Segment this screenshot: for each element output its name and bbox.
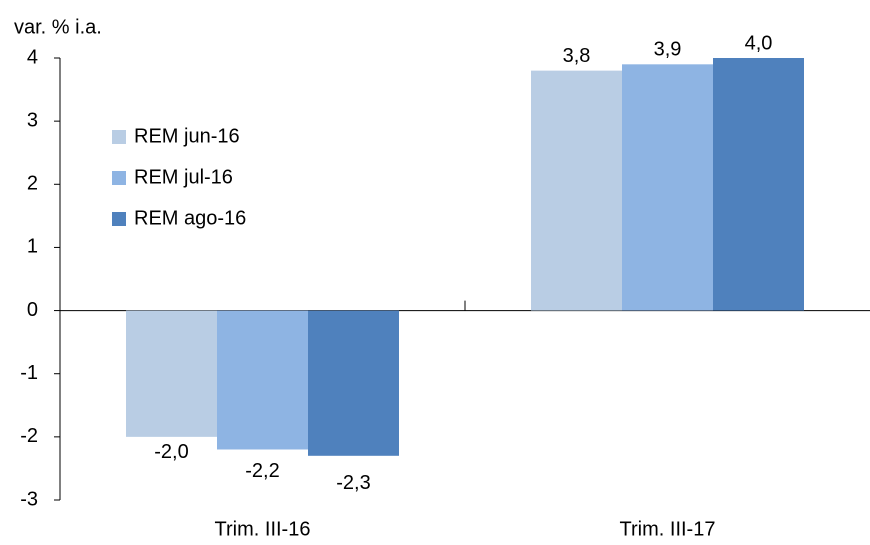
value-label: 3,9 [654,39,682,61]
bar [531,70,622,311]
bar [217,310,308,450]
bar [622,64,713,311]
bar [126,310,217,437]
value-label: -2,3 [336,472,370,494]
legend-swatch [112,171,126,185]
y-tick-label: -2 [20,425,38,447]
value-label: 4,0 [745,32,773,54]
y-tick-label: 2 [27,173,38,195]
y-tick-label: 4 [27,46,38,68]
y-axis-label: var. % i.a. [14,16,102,38]
bar [713,58,804,311]
x-tick-label: Trim. III-16 [215,518,311,540]
x-tick-label: Trim. III-17 [620,518,716,540]
y-tick-label: -1 [20,362,38,384]
value-label: 3,8 [563,45,591,67]
legend-label: REM jun-16 [134,125,240,147]
legend-label: REM jul-16 [134,166,233,188]
legend-label: REM ago-16 [134,207,246,229]
y-tick-label: 1 [27,236,38,258]
legend-swatch [112,130,126,144]
value-label: -2,2 [245,460,279,482]
y-tick-label: 3 [27,109,38,131]
y-tick-label: 0 [27,299,38,321]
y-tick-label: -3 [20,488,38,510]
bar [308,310,399,456]
legend-swatch [112,212,126,226]
value-label: -2,0 [154,441,188,463]
